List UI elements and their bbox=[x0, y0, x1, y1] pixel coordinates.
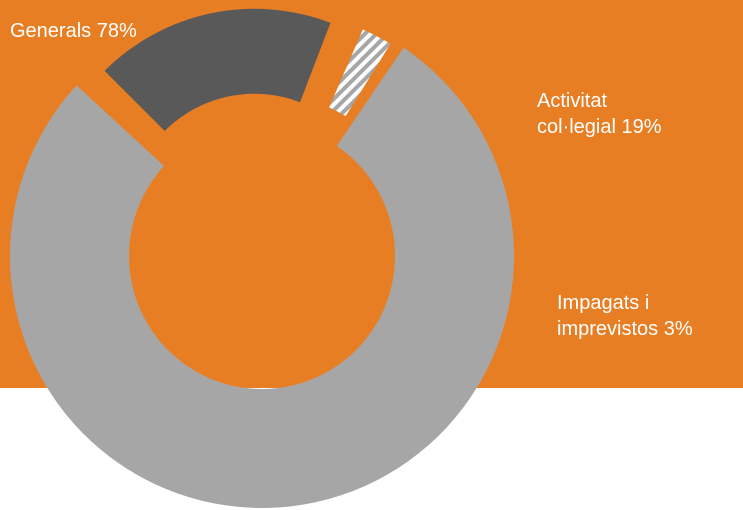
label-activitat: Activitat col·legial 19% bbox=[537, 88, 662, 140]
label-impagats-line1: Impagats i bbox=[557, 292, 650, 314]
label-generals-text: Generals 78% bbox=[10, 20, 137, 42]
slice-impagats bbox=[329, 29, 391, 117]
label-activitat-line1: Activitat bbox=[537, 90, 608, 112]
label-impagats: Impagats i imprevistos 3% bbox=[557, 290, 693, 342]
label-impagats-line2: imprevistos 3% bbox=[557, 318, 693, 340]
slice-activitat bbox=[104, 8, 331, 131]
slice-generals bbox=[9, 47, 514, 509]
label-activitat-line2: col·legial 19% bbox=[537, 116, 662, 138]
label-generals: Generals 78% bbox=[10, 18, 137, 44]
